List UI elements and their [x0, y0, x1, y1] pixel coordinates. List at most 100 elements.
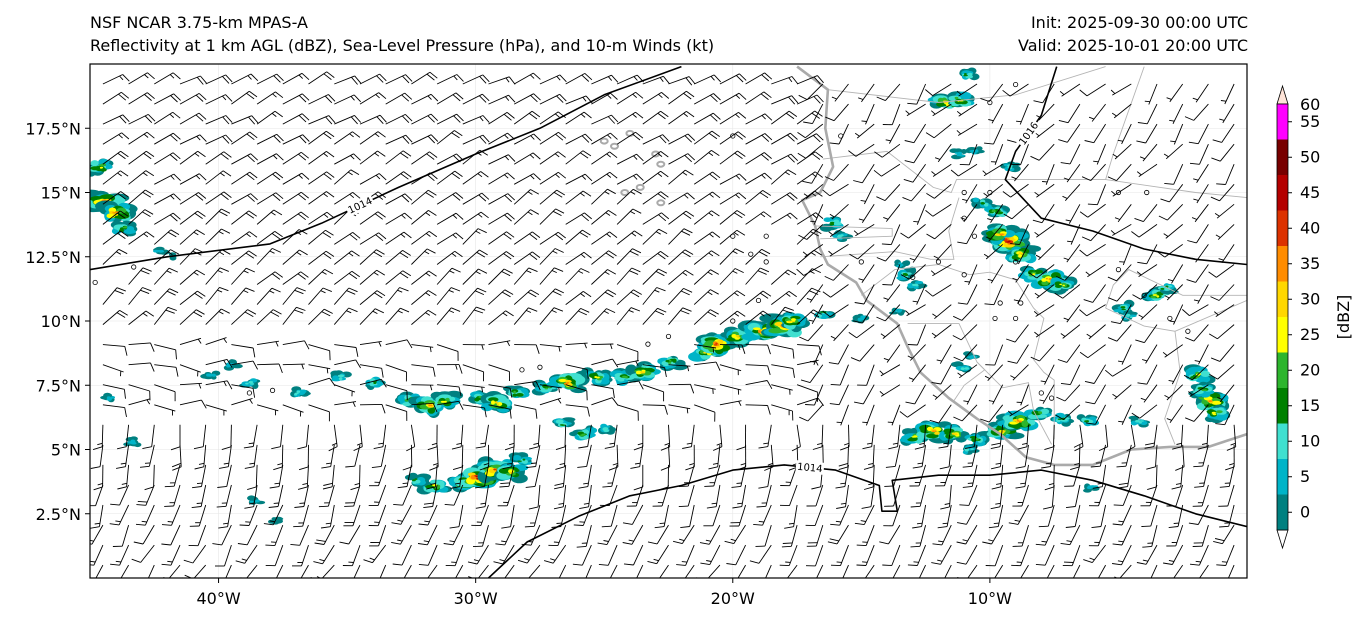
wind-barb — [988, 384, 1004, 405]
wind-barb-staff — [528, 564, 541, 578]
wind-barb — [745, 172, 772, 185]
wind-barb-flag — [738, 192, 747, 200]
wind-barb-flag — [940, 506, 950, 510]
wind-barb — [616, 267, 641, 285]
wind-barb-flag — [552, 210, 562, 217]
wind-barb-flag — [323, 308, 333, 314]
wind-barb-staff — [514, 404, 536, 410]
wind-barb-flag — [371, 465, 382, 469]
wind-barb — [573, 504, 592, 526]
wind-barb-staff — [608, 484, 618, 506]
wind-barb-half-flag — [1089, 557, 1095, 561]
wind-barb-half-flag — [1040, 380, 1046, 383]
wind-barb — [642, 287, 666, 305]
wind-barb — [805, 384, 824, 406]
wind-barb — [498, 564, 515, 578]
wind-barb-staff — [1051, 484, 1055, 507]
wind-barb — [256, 287, 281, 305]
wind-barb — [1166, 404, 1184, 423]
wind-barb — [462, 228, 487, 245]
wind-barb — [745, 211, 772, 225]
wind-barb-half-flag — [734, 292, 739, 297]
wind-barb — [758, 424, 772, 449]
wind-barb-half-flag — [1092, 580, 1097, 581]
wind-barb — [243, 424, 258, 449]
wind-barb-flag — [749, 560, 760, 564]
wind-barb-half-flag — [1118, 420, 1124, 423]
wind-barb-flag — [235, 560, 245, 564]
wind-barb — [411, 309, 437, 325]
wind-barb — [161, 524, 181, 546]
wind-barb-flag — [990, 506, 1001, 510]
wind-barb-staff — [128, 398, 150, 406]
wind-barb-staff — [1039, 344, 1055, 362]
wind-barb — [128, 150, 155, 165]
wind-barb — [1030, 344, 1055, 362]
wind-barb — [668, 404, 691, 414]
wind-barb — [982, 524, 1004, 545]
wind-barb-staff — [940, 544, 952, 565]
wind-barb — [883, 204, 901, 222]
wind-barb-half-flag — [860, 520, 866, 522]
wind-barb-flag — [706, 506, 717, 509]
wind-barb — [668, 383, 695, 394]
wind-barb-staff — [535, 444, 541, 467]
wind-barb-flag — [624, 584, 634, 585]
wind-barb-staff — [1024, 464, 1029, 487]
wind-barb — [443, 524, 464, 546]
wind-barb-staff — [865, 544, 875, 566]
wind-barb-staff — [642, 384, 664, 393]
wind-barb-staff — [302, 504, 309, 527]
wind-barb — [909, 244, 926, 263]
wind-barb-half-flag — [609, 442, 615, 445]
wind-barb-half-flag — [421, 579, 426, 581]
wind-barb-flag — [830, 523, 840, 526]
wind-barb-staff — [1069, 364, 1081, 385]
reflectivity-cell — [249, 383, 255, 385]
wind-barb-half-flag — [1066, 540, 1072, 543]
wind-barb-half-flag — [1039, 399, 1045, 402]
reflectivity-cell — [1139, 420, 1148, 425]
wind-barb-half-flag — [580, 192, 585, 197]
wind-barb-flag — [957, 522, 967, 525]
wind-barb — [95, 564, 104, 578]
wind-barb — [565, 212, 592, 225]
wind-barb — [282, 271, 309, 285]
wind-barb-flag — [1015, 486, 1025, 489]
wind-barb-staff — [484, 464, 489, 487]
reflectivity-cell — [757, 330, 761, 333]
wind-barb-flag — [507, 172, 515, 180]
wind-barb-half-flag — [584, 343, 587, 349]
wind-barb-flag — [142, 287, 152, 292]
wind-barb-staff — [1155, 464, 1158, 487]
wind-barb-half-flag — [1063, 317, 1069, 321]
wind-barb-flag — [962, 485, 973, 488]
wind-barb — [133, 524, 155, 545]
wind-barb-staff — [1087, 264, 1106, 278]
wind-barb-staff — [807, 404, 824, 422]
wind-barb-flag — [676, 564, 686, 566]
wind-barb — [528, 424, 541, 450]
wind-barb — [936, 344, 952, 364]
wind-barb — [668, 192, 695, 205]
wind-barb — [678, 484, 695, 508]
wind-barb-staff — [301, 544, 309, 567]
wind-barb — [779, 484, 798, 507]
wind-barb-half-flag — [628, 539, 634, 542]
wind-barb — [864, 564, 875, 578]
wind-barb-flag — [726, 563, 736, 566]
wind-barb — [128, 189, 154, 205]
wind-barb — [907, 544, 927, 566]
wind-barb — [142, 424, 155, 450]
wind-barb-staff — [885, 244, 901, 262]
wind-barb-flag — [1061, 583, 1070, 584]
wind-barb-staff — [586, 444, 592, 467]
country-border — [861, 264, 1055, 440]
wind-barb-staff — [168, 564, 181, 578]
wind-barb-half-flag — [605, 212, 611, 216]
wind-barb-flag — [854, 522, 865, 526]
wind-barb — [1083, 284, 1106, 303]
reflectivity-cell — [668, 361, 672, 364]
reflectivity-layer — [90, 67, 1231, 525]
wind-barb-staff — [329, 504, 335, 527]
